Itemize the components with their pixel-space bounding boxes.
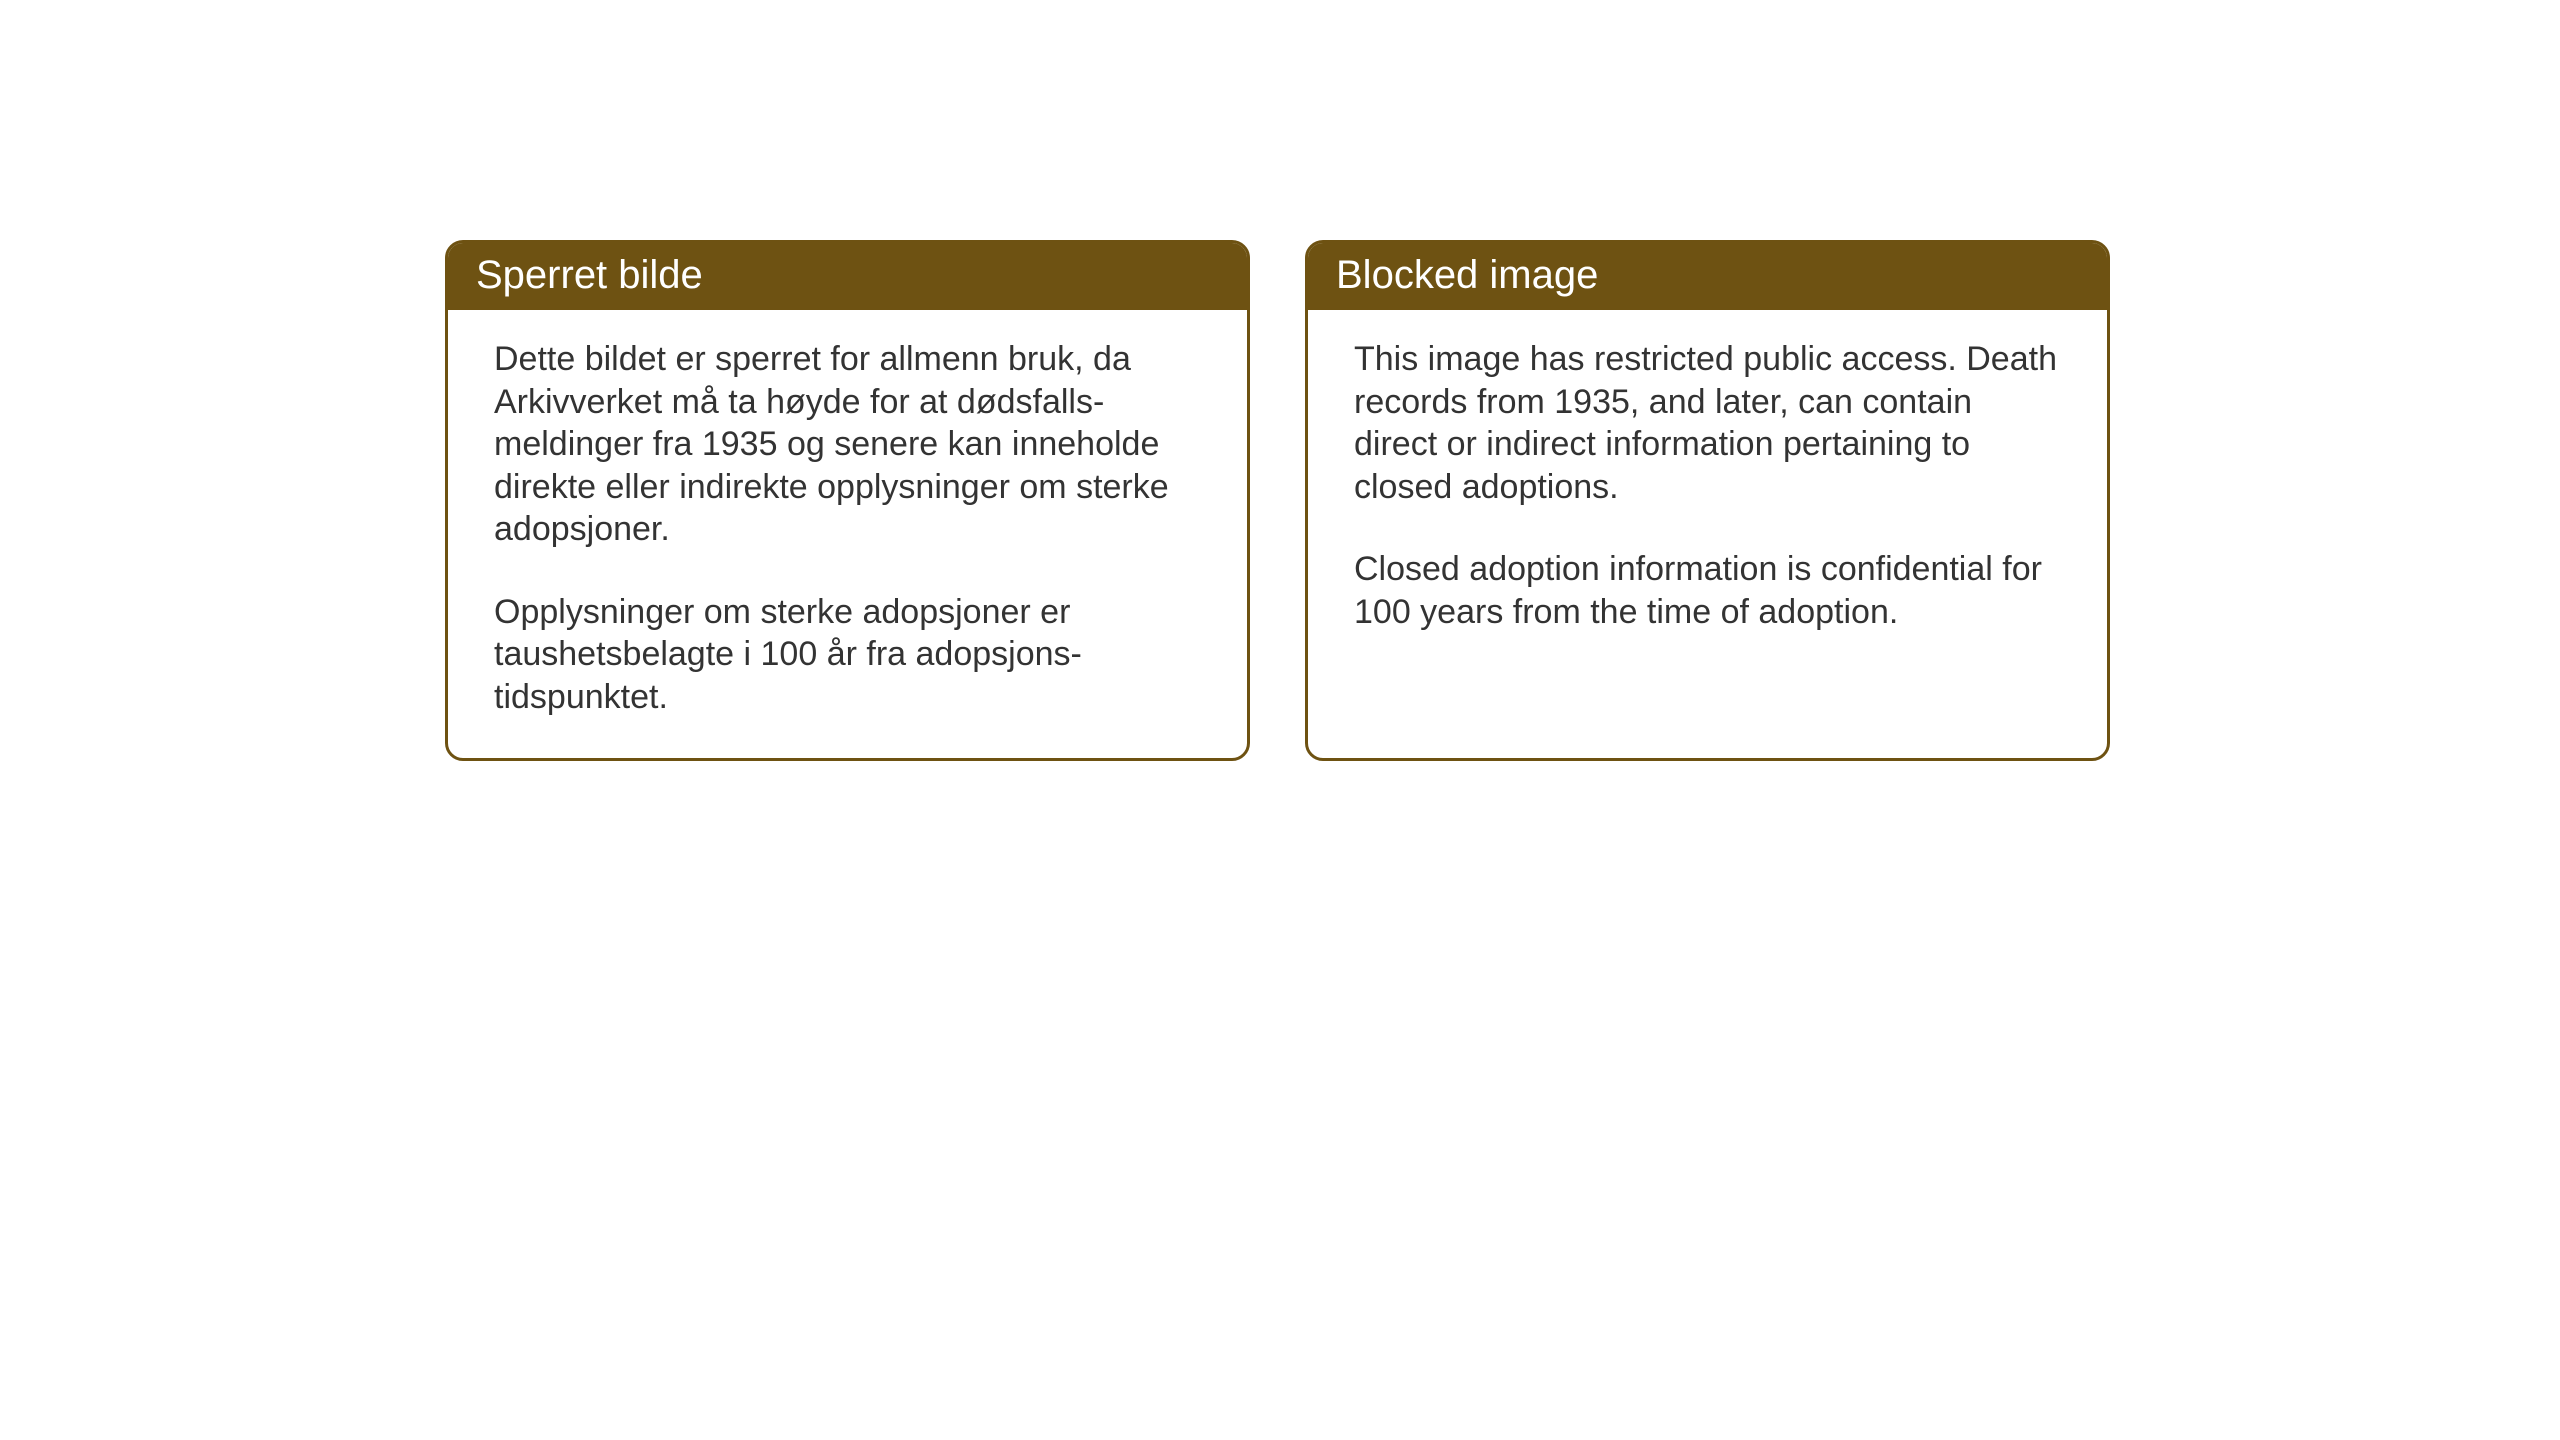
notice-card-english: Blocked image This image has restricted … (1305, 240, 2110, 761)
card-body-norwegian: Dette bildet er sperret for allmenn bruk… (448, 310, 1247, 758)
card-paragraph: Dette bildet er sperret for allmenn bruk… (494, 338, 1201, 551)
notice-cards-container: Sperret bilde Dette bildet er sperret fo… (445, 240, 2110, 761)
notice-card-norwegian: Sperret bilde Dette bildet er sperret fo… (445, 240, 1250, 761)
card-paragraph: This image has restricted public access.… (1354, 338, 2061, 508)
card-header-norwegian: Sperret bilde (448, 243, 1247, 310)
card-paragraph: Closed adoption information is confident… (1354, 548, 2061, 633)
card-paragraph: Opplysninger om sterke adopsjoner er tau… (494, 591, 1201, 719)
card-body-english: This image has restricted public access.… (1308, 310, 2107, 750)
card-title: Sperret bilde (476, 253, 703, 297)
card-header-english: Blocked image (1308, 243, 2107, 310)
card-title: Blocked image (1336, 253, 1598, 297)
